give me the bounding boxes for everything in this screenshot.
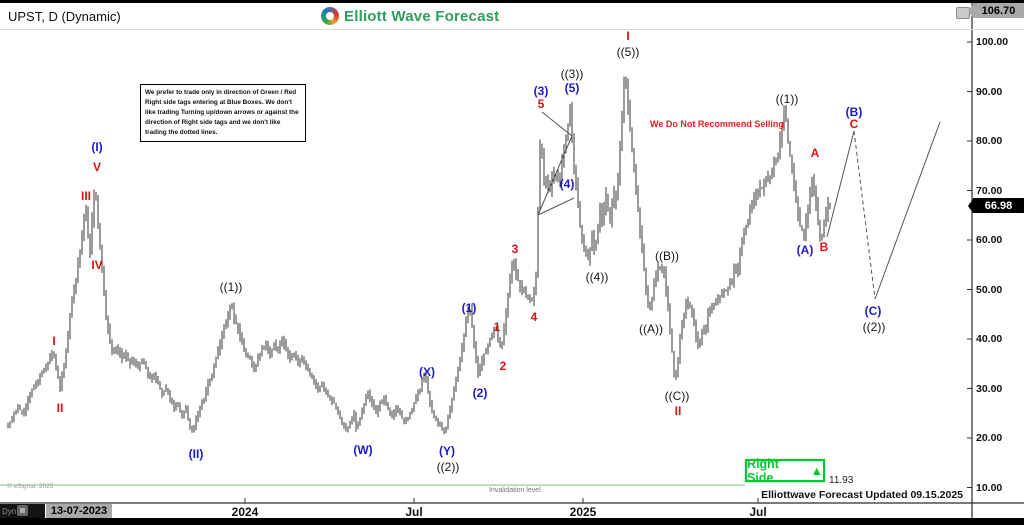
y-tick-label: 100.00 — [976, 36, 1009, 48]
y-tick-label: 70.00 — [976, 184, 1003, 197]
wave-label-black: ((4)) — [585, 270, 609, 284]
brand-header: Elliott Wave Forecast — [321, 7, 499, 25]
esignal-app-icon[interactable] — [17, 505, 28, 516]
projection-down-to-C2 — [853, 130, 876, 300]
y-tick-label: 60.00 — [976, 234, 1003, 246]
wave-label-black: ((5)) — [616, 45, 640, 59]
wave-label-blue: (C) — [864, 304, 882, 318]
wave-label-black: ((1)) — [219, 280, 243, 294]
updated-timestamp: Elliottwave Forecast Updated 09.15.2025 — [761, 489, 963, 501]
bottom-window-bar — [0, 518, 1024, 525]
wave-label-blue: (X) — [419, 365, 435, 379]
esignal-copyright: © eSignal, 2025 — [7, 483, 54, 490]
start-date-box[interactable]: 13-07-2023 — [46, 503, 112, 519]
right-side-tag[interactable]: Right Side ▲ — [745, 456, 825, 485]
wave-label-red: I — [626, 29, 630, 43]
up-arrow-icon: ▲ — [810, 463, 823, 478]
wave-label-black: ((C)) — [664, 389, 690, 403]
y-tick-label: 10.00 — [976, 481, 1003, 494]
no-selling-warning: We Do Not Recommend Selling — [650, 119, 784, 129]
wave-label-black: ((1)) — [775, 92, 799, 106]
wave-label-blue: (I) — [91, 140, 103, 154]
symbol-title: UPST, D (Dynamic) — [8, 9, 121, 24]
wave-label-red: I — [52, 334, 56, 348]
wave-label-red: II — [674, 404, 682, 418]
x-axis-label: 2025 — [569, 505, 597, 519]
wave-label-red: V — [92, 160, 102, 174]
x-axis-label: Jul — [749, 505, 767, 519]
right-side-text: Right Side — [747, 456, 779, 485]
disclaimer-note-box: We prefer to trade only in direction of … — [140, 84, 306, 142]
wave-label-red: 4 — [530, 310, 538, 324]
wedge-cross — [537, 135, 573, 216]
wave-label-red: 2 — [499, 359, 507, 373]
wave-label-black: ((B)) — [655, 249, 679, 263]
current-price-badge: 66.98 — [968, 198, 1024, 213]
period-high-badge: 106.70 — [968, 3, 1024, 18]
wave-label-blue: (5) — [564, 81, 580, 95]
wave-label-blue: (3) — [533, 84, 549, 98]
y-tick-label: 40.00 — [976, 333, 1003, 345]
wave-label-black: ((2)) — [862, 320, 886, 334]
invalidation-level-label: Invalidation level — [489, 487, 541, 494]
wedge-lower — [537, 197, 575, 216]
wave-label-red: A — [810, 146, 820, 160]
period-high-value: 106.70 — [981, 4, 1016, 17]
x-axis-label: 2024 — [231, 505, 259, 519]
wave-label-red: 3 — [511, 242, 519, 256]
wave-label-black: ((3)) — [560, 67, 584, 81]
wave-label-blue: (W) — [353, 443, 373, 457]
wave-label-blue: (1) — [461, 301, 477, 315]
wave-label-blue: (A) — [796, 243, 814, 257]
wave-label-blue: (4) — [559, 177, 575, 191]
wave-label-black: ((A)) — [639, 322, 663, 336]
elliott-wave-logo-icon — [321, 7, 339, 25]
projection-up-to-C — [826, 130, 855, 238]
wave-label-black: ((2)) — [436, 460, 460, 474]
wave-label-blue: (Y) — [439, 444, 455, 458]
y-tick-label: 20.00 — [976, 432, 1003, 444]
wave-label-red: IV — [91, 258, 103, 272]
badge-notch-icon — [968, 198, 973, 213]
wave-label-blue: (B) — [845, 105, 863, 119]
badge-notch-icon — [968, 3, 973, 18]
x-axis-label: Jul — [405, 505, 423, 519]
dyn-mode-label: Dyn — [2, 507, 17, 516]
y-tick-label: 30.00 — [976, 382, 1003, 395]
window-top-edge — [0, 0, 1024, 3]
projection-up-final — [874, 121, 941, 300]
y-tick-label: 80.00 — [976, 135, 1003, 147]
wave-label-red: 1 — [493, 320, 501, 334]
wave-label-blue: (2) — [472, 386, 488, 400]
current-price-value: 66.98 — [984, 199, 1013, 212]
y-tick-label: 90.00 — [976, 85, 1003, 98]
brand-name: Elliott Wave Forecast — [344, 7, 500, 25]
header-divider — [0, 29, 1024, 30]
wave-label-red: 5 — [537, 97, 545, 111]
y-tick-label: 50.00 — [976, 283, 1003, 296]
wedge-upper — [541, 111, 573, 137]
wave-label-red: B — [819, 240, 829, 254]
invalidation-value: 11.93 — [829, 475, 854, 486]
wave-label-blue: (II) — [188, 447, 204, 461]
wave-label-red: III — [80, 189, 92, 203]
wave-label-red: C — [849, 117, 859, 131]
price-bars — [7, 76, 831, 435]
wave-label-red: II — [56, 401, 64, 415]
